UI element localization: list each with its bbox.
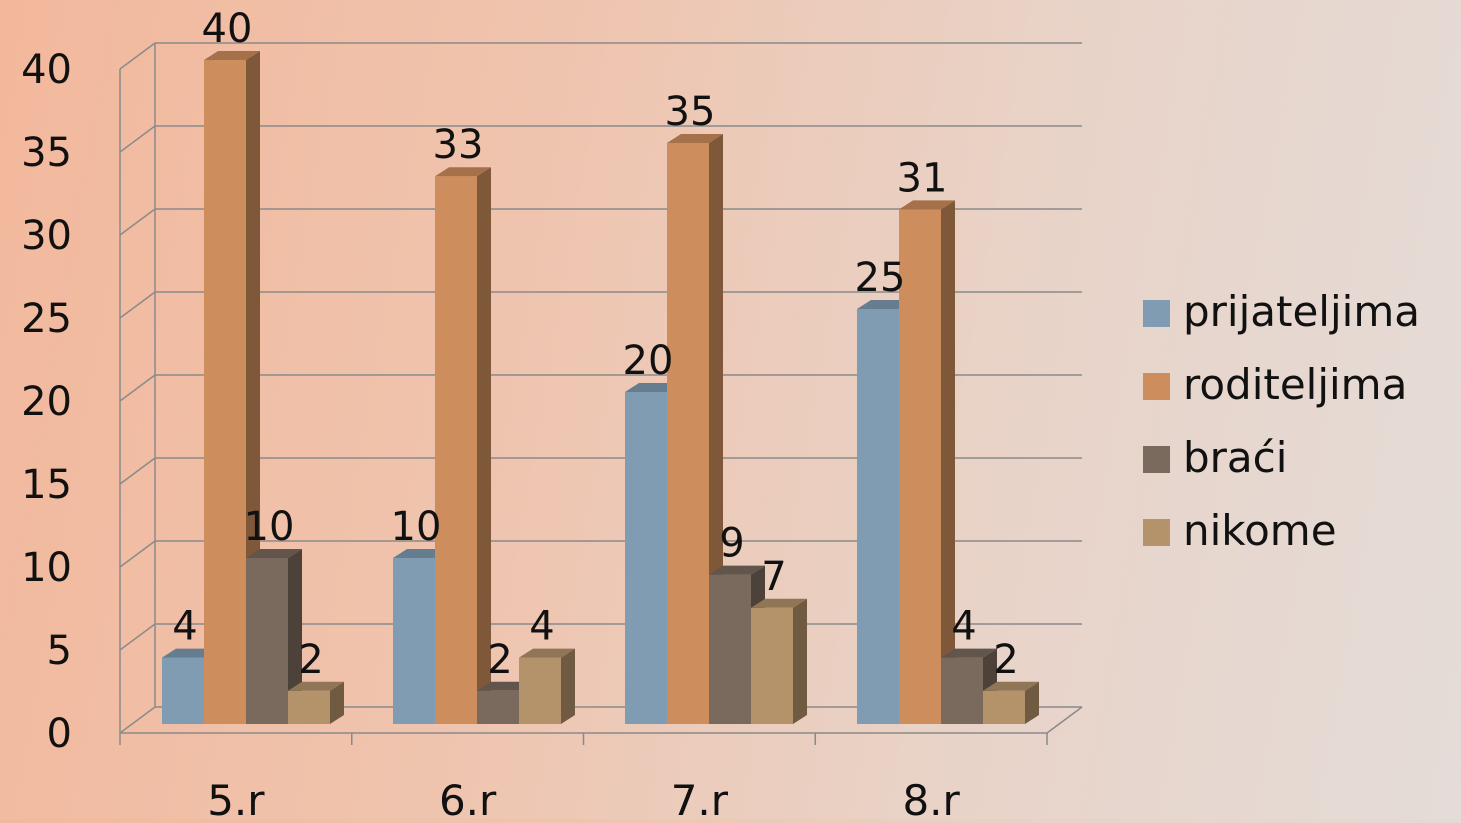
data-label: 40: [202, 6, 253, 52]
legend-label: nikome: [1183, 506, 1337, 555]
bar-side: [477, 167, 491, 724]
bar: [477, 690, 519, 724]
data-label: 31: [897, 155, 948, 201]
y-tick-label: 30: [21, 213, 72, 259]
legend-label: roditeljima: [1183, 360, 1407, 409]
x-tick-label: 5.r: [207, 776, 265, 819]
gridline-side: [119, 623, 156, 651]
bar-side: [288, 549, 302, 724]
bar: [983, 690, 1025, 724]
y-tick-label: 40: [21, 47, 72, 93]
data-label: 4: [951, 604, 976, 650]
y-tick-label: 0: [47, 711, 72, 757]
axis-layer: 0 5 10 15 20 25 30 35 40 5.r 6.r 7.r 8.r: [21, 47, 1083, 823]
bar-top: [941, 648, 997, 658]
y-tick-label: 5: [47, 628, 72, 674]
bar: [162, 657, 204, 724]
x-tick-label: 6.r: [439, 776, 497, 819]
bar-side: [330, 681, 344, 724]
legend-swatch: [1143, 446, 1170, 473]
bar-side: [561, 648, 575, 724]
bar-top: [751, 598, 807, 608]
gridline-side: [119, 125, 156, 153]
gridline-side: [119, 540, 156, 568]
data-label: 33: [433, 122, 484, 168]
y-tick-label: 25: [21, 296, 72, 342]
gridline-side: [119, 457, 156, 485]
bar-top: [246, 549, 302, 558]
bar: [667, 143, 709, 724]
gridline-side: [119, 42, 156, 70]
x-tick-label: 7.r: [671, 776, 729, 819]
legend-swatch: [1143, 300, 1170, 327]
bar: [288, 690, 330, 724]
data-label: 25: [855, 255, 906, 301]
bar-top: [899, 200, 955, 210]
legend-label: braći: [1183, 433, 1287, 482]
bar-top: [519, 648, 575, 658]
bar-top: [288, 681, 344, 691]
y-tick-label: 10: [21, 545, 72, 591]
bar-top: [709, 565, 765, 575]
data-label: 4: [172, 604, 197, 650]
data-label: 2: [487, 637, 512, 683]
bar: [435, 176, 477, 724]
y-tick-label: 15: [21, 462, 72, 508]
legend-swatch: [1143, 373, 1170, 400]
bar-top: [204, 51, 260, 60]
bar-top: [435, 167, 491, 177]
data-label: 2: [298, 637, 323, 683]
bar: [709, 574, 751, 724]
y-tick-label: 20: [21, 379, 72, 425]
legend: prijateljima roditeljima braći nikome: [1143, 287, 1420, 555]
data-label: 4: [529, 604, 554, 650]
data-label: 10: [391, 504, 442, 550]
bar: [393, 558, 435, 724]
bar: [204, 60, 246, 724]
bar-top: [983, 681, 1039, 691]
gridline-side: [119, 291, 156, 319]
data-label: 9: [719, 521, 744, 567]
data-label: 7: [761, 554, 786, 600]
bar: [941, 657, 983, 724]
bar: [899, 209, 941, 724]
data-label: 35: [665, 89, 716, 135]
gridline-side: [119, 208, 156, 236]
bar-layer: [162, 51, 1039, 724]
bar: [625, 392, 667, 724]
y-tick-label: 35: [21, 130, 72, 176]
legend-label: prijateljima: [1183, 287, 1420, 336]
legend-swatch: [1143, 519, 1170, 546]
floor-right-edge: [1046, 706, 1083, 734]
data-label: 20: [623, 338, 674, 384]
data-label: 2: [993, 637, 1018, 683]
bar: [751, 607, 793, 724]
gridline-side: [119, 374, 156, 402]
bar: [246, 558, 288, 724]
bar: [857, 309, 899, 724]
gridline-side: [119, 706, 156, 734]
bar-top: [667, 134, 723, 143]
bar-side: [941, 200, 955, 724]
bar-side: [1025, 681, 1039, 724]
data-label: 10: [244, 504, 295, 550]
bar-side: [793, 598, 807, 724]
bar: [519, 657, 561, 724]
x-tick-label: 8.r: [902, 776, 960, 819]
